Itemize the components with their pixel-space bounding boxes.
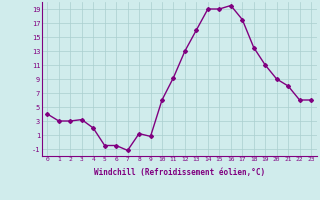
X-axis label: Windchill (Refroidissement éolien,°C): Windchill (Refroidissement éolien,°C) (94, 168, 265, 177)
